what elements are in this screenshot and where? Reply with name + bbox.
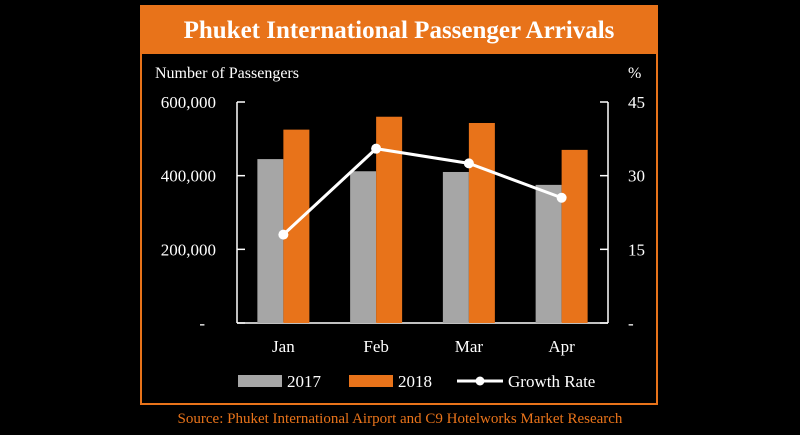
right-axis-title: % (628, 65, 641, 82)
legend-swatch-growth-marker (475, 376, 485, 386)
legend-label-growth-rate: Growth Rate (508, 372, 595, 391)
bar-2017-Mar (442, 171, 469, 323)
growth-rate-point-Apr (556, 192, 567, 203)
chart-title: Phuket International Passenger Arrivals (142, 7, 656, 54)
legend-label-2018: 2018 (398, 372, 432, 391)
growth-rate-point-Jan (278, 229, 289, 240)
x-tick-label: Mar (455, 337, 484, 356)
x-tick-label: Feb (363, 337, 389, 356)
bar-2017-Feb (350, 171, 377, 323)
growth-rate-point-Mar (463, 158, 474, 169)
bar-2018-Mar (468, 122, 495, 324)
left-tick-label: 200,000 (161, 240, 216, 259)
source-note: Source: Phuket International Airport and… (177, 411, 623, 427)
right-tick-label: 45 (628, 93, 645, 112)
bar-2018-Jan (283, 129, 310, 323)
legend-swatch-2017 (238, 375, 282, 387)
right-tick-label: 30 (628, 167, 645, 186)
bar-2017-Apr (535, 184, 562, 323)
legend-label-2017: 2017 (287, 372, 322, 391)
bar-2018-Apr (561, 149, 588, 323)
left-tick-label: 400,000 (161, 167, 216, 186)
left-tick-label: 600,000 (161, 93, 216, 112)
left-axis-title: Number of Passengers (155, 65, 299, 82)
growth-rate-line (282, 147, 563, 236)
growth-rate-point-Feb (371, 143, 382, 154)
x-tick-label: Apr (548, 337, 575, 356)
left-tick-label: - (199, 314, 205, 333)
right-tick-label: 15 (628, 240, 645, 259)
x-tick-label: Jan (272, 337, 295, 356)
legend-swatch-2018 (349, 375, 393, 387)
right-tick-label: - (628, 314, 634, 333)
bar-2017-Jan (257, 159, 284, 323)
